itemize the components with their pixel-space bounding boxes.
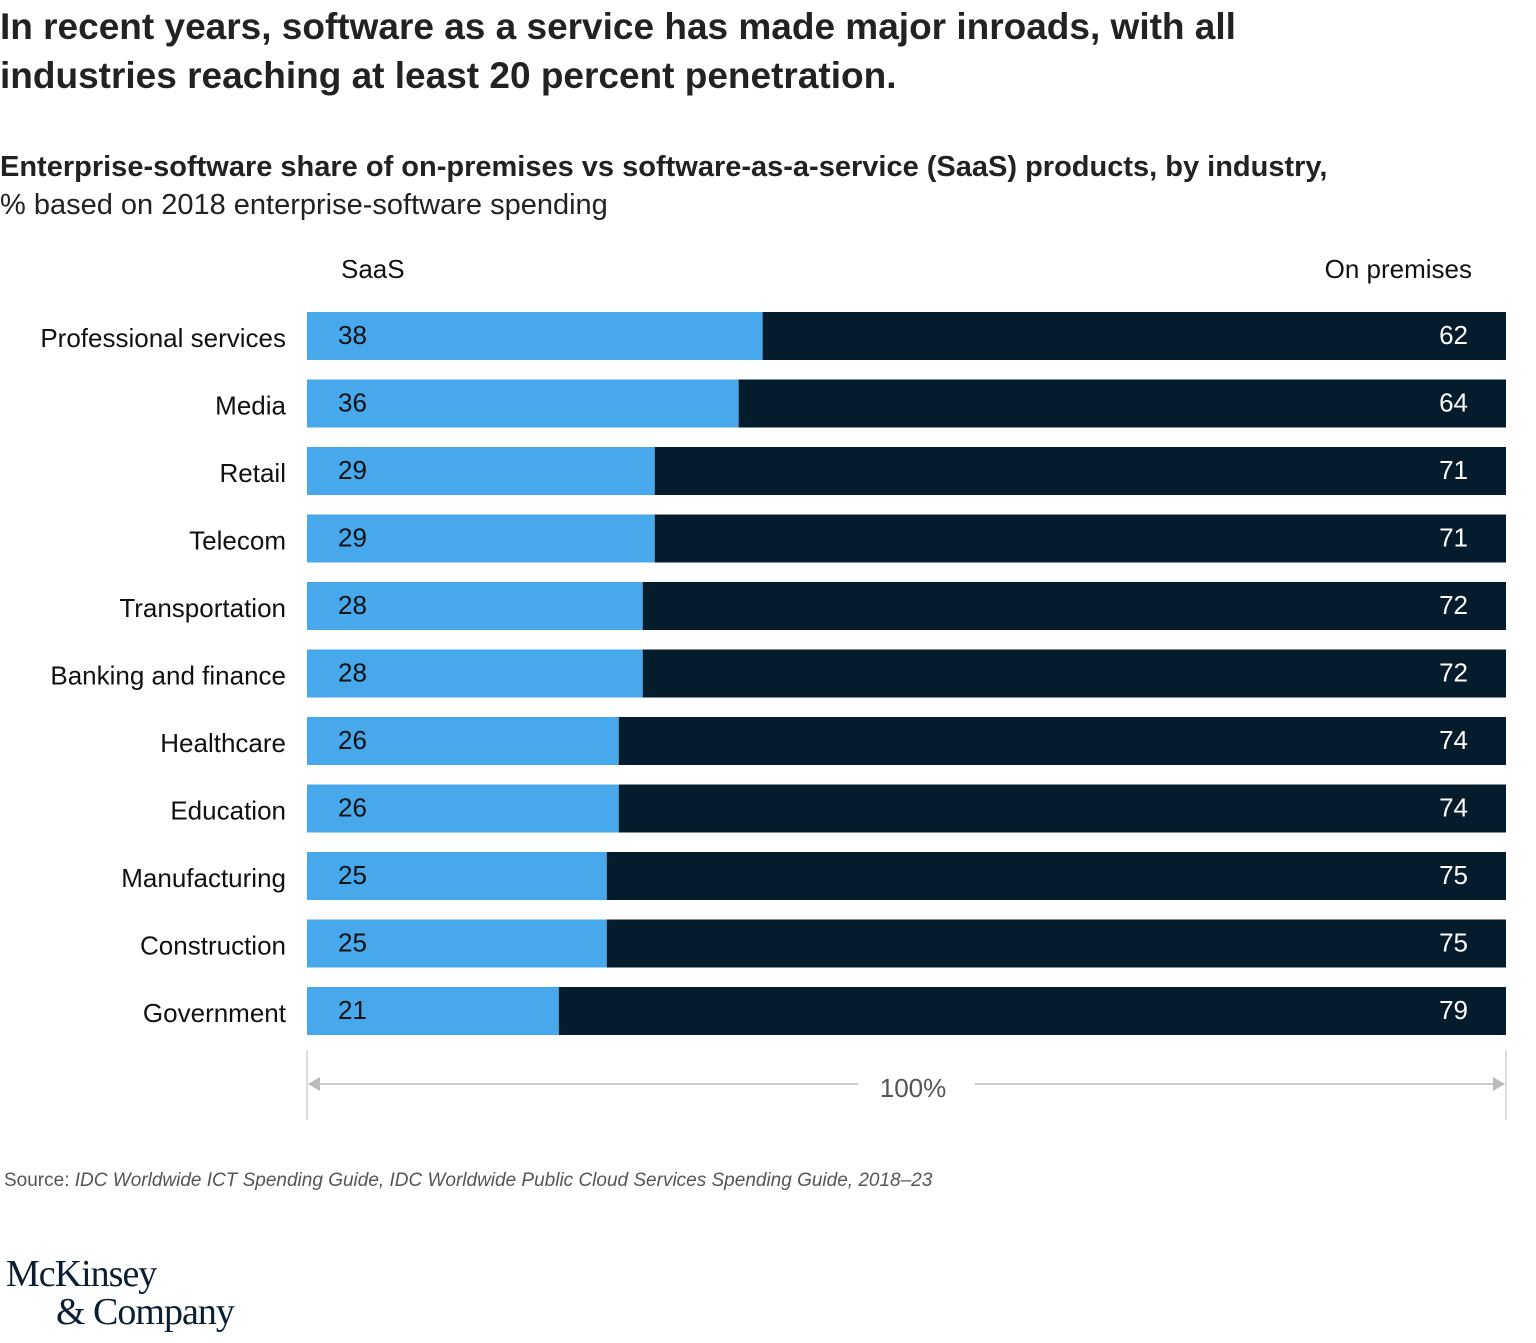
category-label: Media [215, 391, 286, 421]
category-label: Banking and finance [50, 661, 286, 691]
data-label-on-premises: 75 [1439, 928, 1468, 958]
data-label-on-premises: 62 [1439, 320, 1468, 350]
bar-saas [307, 582, 643, 630]
bar-on-premises [558, 987, 1506, 1035]
bar-on-premises [762, 312, 1506, 360]
bar-on-premises [618, 784, 1506, 833]
bar-saas [307, 379, 739, 428]
data-label-on-premises: 74 [1439, 793, 1468, 823]
data-label-saas: 25 [338, 928, 367, 958]
data-label-on-premises: 74 [1439, 725, 1468, 755]
bar-saas [307, 717, 619, 765]
data-label-saas: 29 [338, 523, 367, 553]
bar-saas [307, 312, 763, 360]
subtitle: Enterprise-software share of on-premises… [0, 148, 1500, 224]
bar-on-premises [642, 649, 1506, 698]
category-label: Education [170, 796, 286, 826]
subtitle-bold: Enterprise-software share of on-premises… [0, 151, 1328, 183]
bar-on-premises [606, 919, 1506, 968]
category-label: Transportation [119, 593, 286, 623]
bar-saas [307, 919, 607, 968]
data-label-saas: 25 [338, 860, 367, 890]
subtitle-regular: % based on 2018 enterprise-software spen… [0, 189, 608, 221]
arrow-right-icon [1493, 1077, 1505, 1091]
category-label: Manufacturing [121, 863, 286, 893]
mckinsey-logo: McKinsey & Company [6, 1253, 235, 1333]
bar-saas [307, 649, 643, 698]
arrow-left-icon [308, 1077, 320, 1091]
logo-line1: McKinsey [6, 1253, 157, 1295]
legend-on-premises: On premises [1324, 254, 1472, 284]
data-label-on-premises: 71 [1439, 455, 1468, 485]
stacked-bar-chart: Professional services 38 62 Media 36 64 Retail… [40, 312, 1507, 1120]
bar-on-premises [618, 717, 1506, 765]
source-text: IDC Worldwide ICT Spending Guide, IDC Wo… [74, 1170, 933, 1191]
bar-saas [307, 987, 559, 1035]
bar-on-premises [606, 852, 1506, 900]
category-label: Retail [220, 458, 286, 488]
legend-saas: SaaS [341, 254, 405, 284]
data-label-saas: 29 [338, 455, 367, 485]
category-label: Telecom [189, 526, 286, 556]
category-label: Government [143, 998, 287, 1028]
data-label-on-premises: 79 [1439, 995, 1468, 1025]
data-label-on-premises: 75 [1439, 860, 1468, 890]
data-label-on-premises: 71 [1439, 523, 1468, 553]
axis-label: 100% [880, 1073, 947, 1103]
source-note: Source: IDC Worldwide ICT Spending Guide… [4, 1170, 932, 1192]
data-label-saas: 28 [338, 658, 367, 688]
bar-saas [307, 514, 655, 563]
data-label-on-premises: 64 [1439, 388, 1468, 418]
data-label-saas: 28 [338, 590, 367, 620]
bar-saas [307, 852, 607, 900]
bar-on-premises [654, 514, 1506, 563]
data-label-saas: 36 [338, 388, 367, 418]
data-label-saas: 26 [338, 793, 367, 823]
data-label-saas: 38 [338, 320, 367, 350]
bar-saas [307, 447, 655, 495]
data-label-saas: 26 [338, 725, 367, 755]
headline: In recent years, software as a service h… [0, 6, 1236, 96]
category-label: Construction [140, 931, 286, 961]
category-label: Professional services [40, 323, 286, 353]
bar-on-premises [654, 447, 1506, 495]
source-label: Source: [4, 1170, 70, 1191]
logo-line2: & Company [56, 1291, 235, 1333]
data-label-on-premises: 72 [1439, 658, 1468, 688]
bar-on-premises [642, 582, 1506, 630]
data-label-saas: 21 [338, 995, 367, 1025]
category-label: Healthcare [160, 728, 286, 758]
data-label-on-premises: 72 [1439, 590, 1468, 620]
bar-on-premises [738, 379, 1506, 428]
bar-saas [307, 784, 619, 833]
